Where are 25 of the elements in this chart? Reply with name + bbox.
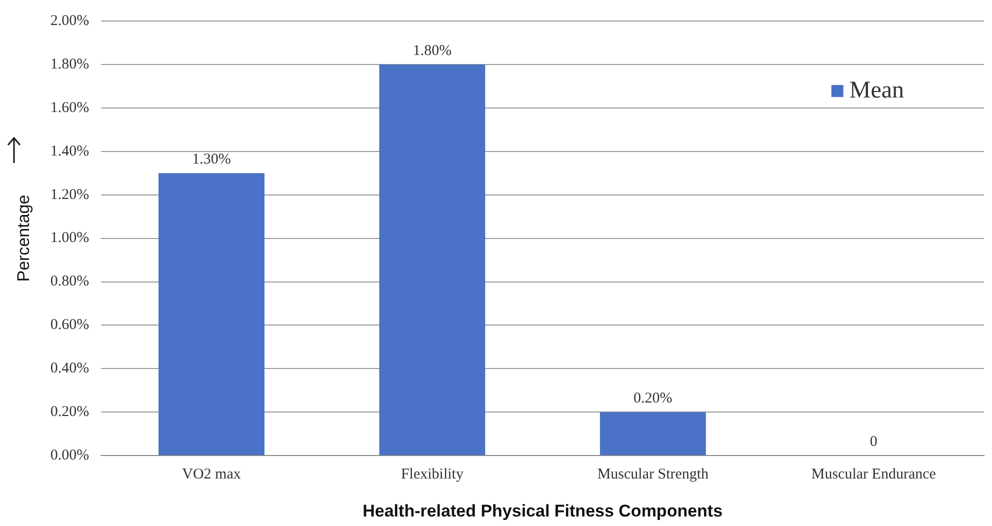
y-tick-label: 0.00% [50, 448, 90, 464]
data-label: 1.30% [192, 152, 231, 168]
y-tick-label: 1.40% [50, 143, 90, 160]
x-tick-label: Muscular Endurance [811, 466, 936, 483]
x-tick-label: Muscular Strength [597, 466, 710, 483]
x-axis-title: Health-related Physical Fitness Components [362, 501, 723, 520]
x-tick-label: Flexibility [400, 466, 464, 483]
y-tick-label: 1.20% [50, 186, 90, 203]
y-axis-title: Percentage [14, 194, 33, 282]
y-tick-label: 0.20% [50, 404, 90, 420]
data-label: 0.20% [634, 390, 672, 407]
y-tick-label: 2.00% [50, 12, 90, 29]
bar [158, 173, 264, 456]
legend-label: Mean [849, 77, 904, 104]
y-tick-label: 0.60% [50, 317, 90, 334]
y-tick-label: 0.40% [50, 360, 90, 377]
y-tick-label: 1.00% [50, 230, 90, 246]
y-tick-label: 1.60% [50, 100, 90, 116]
y-tick-label: 1.80% [50, 56, 90, 72]
bar [600, 412, 706, 456]
data-label: 0 [870, 434, 878, 450]
y-tick-label: 0.80% [50, 274, 90, 290]
bar [379, 64, 486, 456]
x-tick-label: VO2 max [182, 466, 242, 483]
data-label: 1.80% [412, 42, 452, 59]
